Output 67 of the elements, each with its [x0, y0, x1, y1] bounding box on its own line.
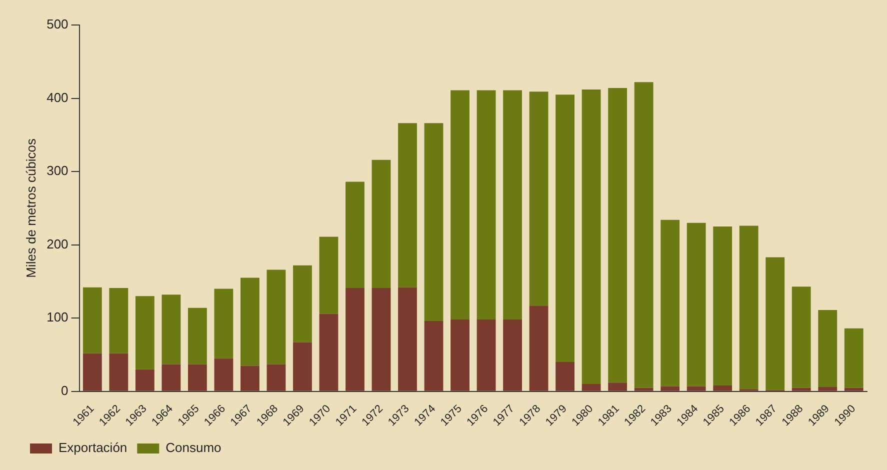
bar [424, 321, 444, 391]
y-tick-label: 200 [46, 236, 68, 252]
bar [109, 353, 128, 391]
bar [818, 386, 838, 391]
bar [188, 364, 207, 391]
bar [713, 226, 732, 386]
bar [792, 286, 811, 388]
bar [240, 366, 260, 391]
bar [346, 288, 364, 391]
bar [634, 82, 654, 388]
bar [476, 320, 496, 391]
bar [266, 364, 286, 391]
bar [162, 294, 181, 364]
bar [582, 89, 601, 384]
bar [398, 287, 417, 391]
bar [766, 257, 785, 390]
bar [240, 278, 260, 366]
y-tick-label: 400 [46, 90, 68, 105]
bar [135, 296, 154, 370]
bar [660, 220, 680, 386]
bar [319, 236, 338, 314]
bar [503, 90, 522, 320]
bar [818, 310, 838, 387]
bar [844, 328, 864, 388]
bar [608, 88, 628, 383]
bar [346, 182, 364, 288]
bar [503, 320, 522, 391]
bar [135, 369, 154, 391]
legend-label: Consumo [166, 440, 222, 456]
bar [214, 358, 234, 391]
bar [214, 288, 234, 358]
y-tick-label: 300 [46, 163, 68, 178]
bar [266, 270, 286, 364]
bar [634, 388, 654, 391]
bar [529, 92, 548, 306]
bar [109, 288, 128, 354]
bar [844, 388, 864, 391]
bar [556, 362, 574, 391]
bar [372, 160, 391, 288]
bar [424, 123, 444, 322]
bar [792, 388, 811, 391]
bar [686, 386, 706, 391]
bar [556, 94, 574, 362]
bar [293, 265, 312, 342]
bar [188, 308, 207, 364]
bar [450, 320, 470, 391]
bar [82, 287, 102, 354]
bar [529, 306, 548, 391]
bar [660, 386, 680, 391]
y-tick-label: 500 [46, 16, 68, 32]
bar [398, 123, 417, 288]
bar [372, 288, 391, 391]
bar [82, 353, 102, 391]
bar [450, 90, 470, 320]
y-axis-title: Miles de metros cúbicos [23, 138, 38, 278]
y-tick-label: 100 [46, 310, 68, 325]
bar [582, 384, 601, 391]
bar [319, 314, 338, 391]
bar [162, 364, 181, 391]
bar [293, 342, 312, 391]
legend-label: Exportación [58, 440, 128, 456]
bar [476, 90, 496, 320]
bar [686, 222, 706, 386]
bar [608, 382, 628, 391]
bar [713, 386, 732, 391]
y-tick-label: 0 [61, 382, 68, 398]
bar [739, 226, 758, 390]
